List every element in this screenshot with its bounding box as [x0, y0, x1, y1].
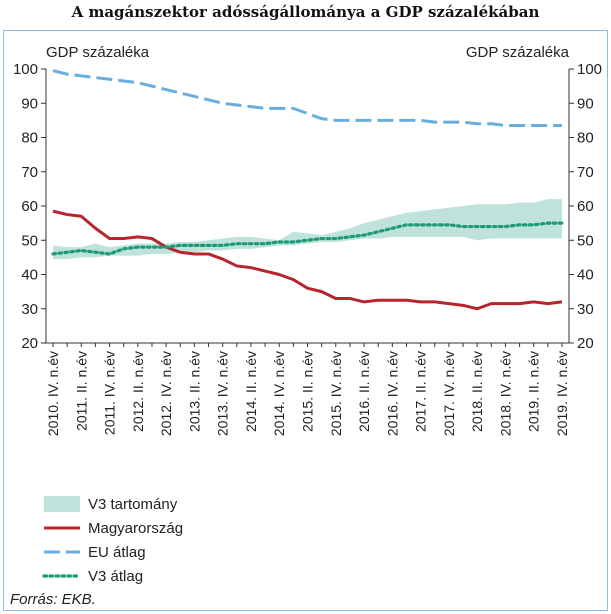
x-tick-label: 2012. IV. n.év	[158, 351, 174, 436]
x-tick-label: 2012. II. n.év	[130, 351, 146, 432]
legend-label-magyarorsz-g: Magyarország	[88, 520, 183, 537]
series-line-v3-tlag	[51, 221, 564, 256]
y-tick-label-left: 90	[21, 95, 38, 112]
legend-label-eu-tlag: EU átlag	[88, 544, 146, 561]
x-tick-label: 2019. IV. n.év	[554, 351, 570, 436]
y-tick-label-right: 90	[577, 95, 594, 112]
legend: V3 tartomány Magyarország EU átlag V3 átlag	[42, 496, 183, 585]
x-tick-label: 2018. IV. n.év	[497, 351, 513, 436]
chart-panel: GDP százaléka GDP százaléka 20 20 30 30 40 40…	[3, 30, 608, 611]
y-tick-label-right: 50	[577, 232, 594, 249]
y-tick-label-right: 40	[577, 267, 594, 284]
x-tick-label: 2014. II. n.év	[243, 351, 259, 432]
y-tick-label-right: 100	[577, 61, 602, 78]
range-band-v3	[53, 199, 562, 260]
y-tick-label-right: 70	[577, 164, 594, 181]
x-tick-label: 2011. II. n.év	[73, 351, 89, 431]
x-tick-label: 2017. IV. n.év	[441, 351, 457, 436]
x-tick-label: 2018. II. n.év	[469, 351, 485, 432]
x-tick-label: 2016. II. n.év	[356, 351, 372, 432]
series-line-eu-tlag	[52, 69, 562, 128]
line-chart: GDP százaléka GDP százaléka 20 20 30 30 40 40…	[10, 44, 602, 608]
x-tick-label: 2010. IV. n.év	[45, 351, 61, 436]
x-tick-label: 2014. IV. n.év	[271, 351, 287, 436]
y-tick-label-left: 80	[21, 130, 38, 147]
y-tick-label-left: 70	[21, 164, 38, 181]
chart-title: A magánszektor adósságállománya a GDP sz…	[71, 3, 540, 21]
y-tick-label-right: 60	[577, 198, 594, 215]
x-tick-label: 2019. II. n.év	[526, 351, 542, 432]
y-tick-label-right: 80	[577, 130, 594, 147]
x-tick-label: 2017. II. n.év	[413, 351, 429, 432]
x-tick-label: 2016. IV. n.év	[384, 351, 400, 436]
y-tick-label-right: 20	[577, 335, 594, 352]
series-line-magyarorsz-g	[52, 209, 563, 311]
y-tick-label-left: 40	[21, 267, 38, 284]
x-tick-label: 2015. II. n.év	[300, 351, 316, 432]
y-tick-label-left: 60	[21, 198, 38, 215]
y-tick-label-right: 30	[577, 301, 594, 318]
legend-label-v3-tartom-ny: V3 tartomány	[88, 496, 178, 513]
legend-label-v3-tlag: V3 átlag	[88, 568, 143, 585]
y-tick-label-left: 50	[21, 232, 38, 249]
source-note: Forrás: EKB.	[10, 591, 96, 608]
y-axis-unit-right: GDP százaléka	[466, 44, 570, 61]
y-tick-label-left: 20	[21, 335, 38, 352]
plot-area: 20 20 30 30 40 40 50 50 60 60 70 70 80 80 90 90 100 100 20…	[13, 61, 602, 436]
x-tick-label: 2015. IV. n.év	[328, 351, 344, 436]
y-axis-unit-left: GDP százaléka	[46, 44, 150, 61]
x-tick-label: 2011. IV. n.év	[102, 351, 118, 435]
y-tick-label-left: 30	[21, 301, 38, 318]
y-tick-label-left: 100	[13, 61, 38, 78]
legend-swatch-v3-tartom-ny	[44, 496, 80, 512]
x-tick-label: 2013. IV. n.év	[215, 351, 231, 436]
x-tick-label: 2013. II. n.év	[186, 351, 202, 432]
